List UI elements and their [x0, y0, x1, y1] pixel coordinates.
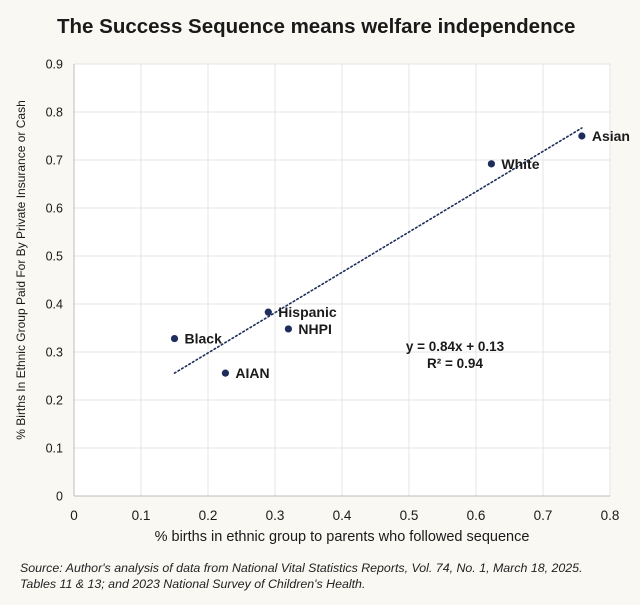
data-label-black: Black [185, 331, 223, 347]
data-point-black [170, 334, 179, 343]
y-tick-label: 0.9 [46, 58, 63, 72]
axes [73, 64, 610, 497]
r-squared: R² = 0.94 [427, 356, 483, 371]
data-point-hispanic [264, 308, 272, 316]
y-tick-label: 0.7 [46, 154, 63, 168]
x-tick-label: 0 [70, 508, 78, 523]
data-label-nhpi: NHPI [298, 321, 331, 337]
y-tick-label: 0.6 [46, 202, 63, 216]
x-tick-label: 0.3 [266, 508, 285, 523]
data-label-white: White [501, 156, 539, 172]
source-line-2: Tables 11 & 13; and 2023 National Survey… [20, 577, 366, 591]
y-tick-label: 0.3 [46, 346, 63, 360]
y-tick-label: 0.8 [46, 106, 63, 120]
data-point-white [487, 160, 496, 168]
y-tick-labels: 0 0.1 0.2 0.3 0.4 0.5 0.6 0.7 0.8 0.9 [46, 58, 63, 504]
x-tick-label: 0.8 [601, 508, 620, 523]
x-axis-label: % births in ethnic group to parents who … [155, 529, 530, 545]
y-axis-label: % Births In Ethnic Group Paid For By Pri… [14, 100, 28, 439]
x-tick-label: 0.4 [333, 508, 352, 523]
data-points [170, 132, 586, 377]
y-tick-label: 0.1 [46, 442, 63, 456]
x-tick-label: 0.7 [534, 508, 553, 523]
trendline-group [173, 127, 583, 374]
x-tick-label: 0.6 [467, 508, 486, 523]
data-label-asian: Asian [592, 128, 630, 144]
data-point-asian [578, 132, 586, 140]
regression-equation: y = 0.84x + 0.13 [406, 339, 505, 354]
gridlines [74, 63, 611, 496]
y-tick-label: 0.2 [46, 394, 63, 408]
source-line-1: Source: Author's analysis of data from N… [20, 561, 583, 575]
trendline [173, 127, 583, 374]
x-tick-label: 0.1 [132, 508, 151, 523]
y-tick-label: 0.4 [46, 298, 63, 312]
y-tick-label: 0.5 [46, 250, 63, 264]
x-tick-label: 0.2 [199, 508, 218, 523]
chart-title: The Success Sequence means welfare indep… [57, 15, 576, 38]
y-tick-label: 0 [56, 490, 63, 504]
data-label-aian: AIAN [235, 365, 269, 381]
data-point-aian [221, 369, 230, 377]
data-label-hispanic: Hispanic [278, 304, 337, 320]
data-point-nhpi [284, 325, 292, 333]
x-tick-label: 0.5 [400, 508, 419, 523]
source-note: Source: Author's analysis of data from N… [20, 560, 620, 592]
x-tick-labels: 0 0.1 0.2 0.3 0.4 0.5 0.6 0.7 0.8 [70, 508, 619, 523]
